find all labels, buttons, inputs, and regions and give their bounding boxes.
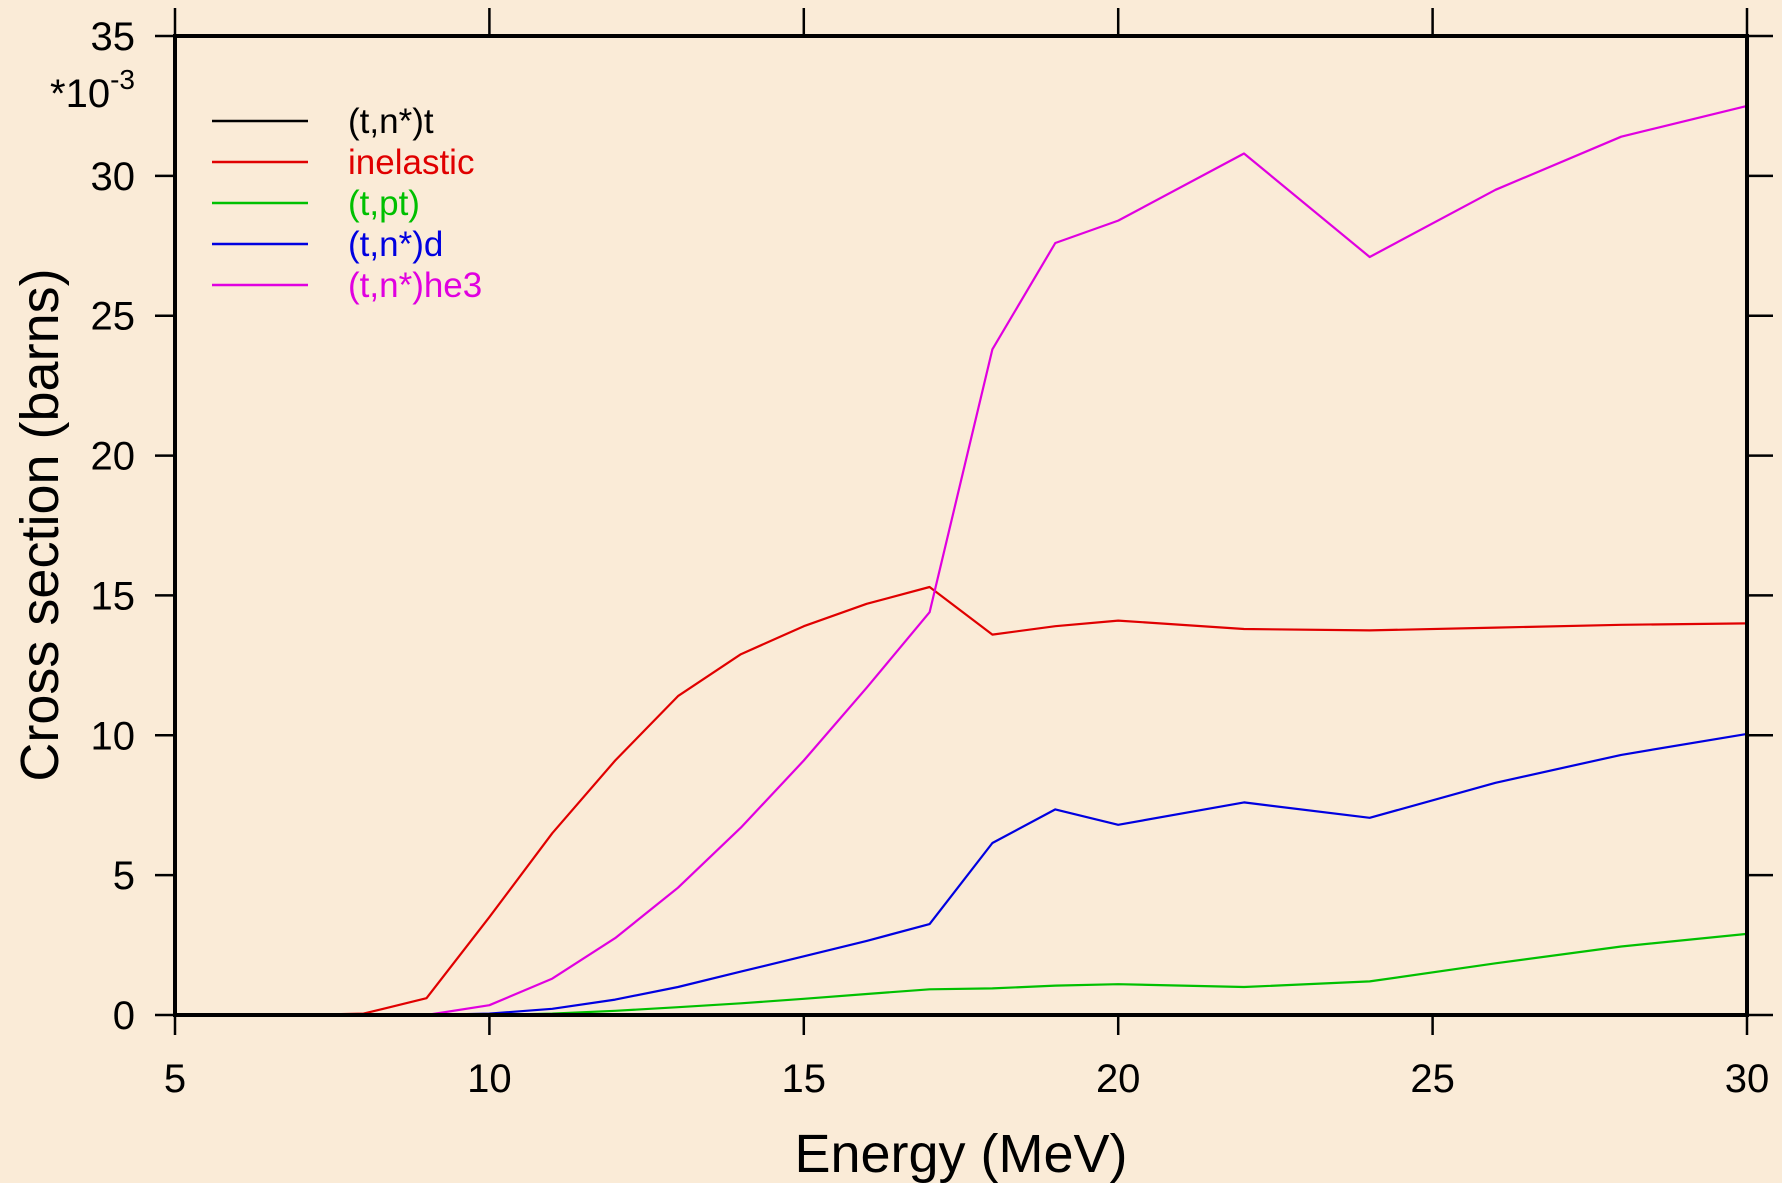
- x-tick-label: 10: [467, 1057, 512, 1101]
- y-tick-label: 15: [91, 574, 136, 618]
- plot-frame: [173, 34, 1749, 1017]
- y-multiplier-exponent: -3: [110, 64, 135, 95]
- y-axis-title: Cross section (barns): [10, 268, 70, 781]
- x-tick-label: 30: [1725, 1057, 1770, 1101]
- y-multiplier-base: *10: [50, 72, 110, 116]
- y-multiplier: *10-3: [50, 64, 135, 116]
- x-tick-label: 5: [164, 1057, 186, 1101]
- x-tick-label: 15: [782, 1057, 827, 1101]
- axis-ticks: [155, 8, 1773, 1035]
- series-line-1: [212, 585, 1748, 1017]
- y-tick-label: 20: [91, 435, 136, 479]
- legend-label: (t,n*)he3: [348, 266, 482, 305]
- y-tick-label: 25: [91, 295, 136, 339]
- y-tick-label: 0: [113, 994, 135, 1038]
- x-tick-label: 25: [1410, 1057, 1455, 1101]
- y-tick-label: 10: [91, 714, 136, 758]
- legend-label: (t,n*)t: [348, 102, 434, 141]
- y-tick-label: 30: [91, 155, 136, 199]
- legend-label: inelastic: [348, 143, 474, 182]
- x-tick-label: 20: [1096, 1057, 1141, 1101]
- x-axis-title: Energy (MeV): [794, 1124, 1127, 1183]
- y-tick-label: 5: [113, 854, 135, 898]
- legend-label: (t,n*)d: [348, 225, 443, 264]
- legend-label: (t,pt): [348, 184, 420, 223]
- y-tick-label: 35: [91, 15, 136, 59]
- plot-area: [175, 36, 1747, 1015]
